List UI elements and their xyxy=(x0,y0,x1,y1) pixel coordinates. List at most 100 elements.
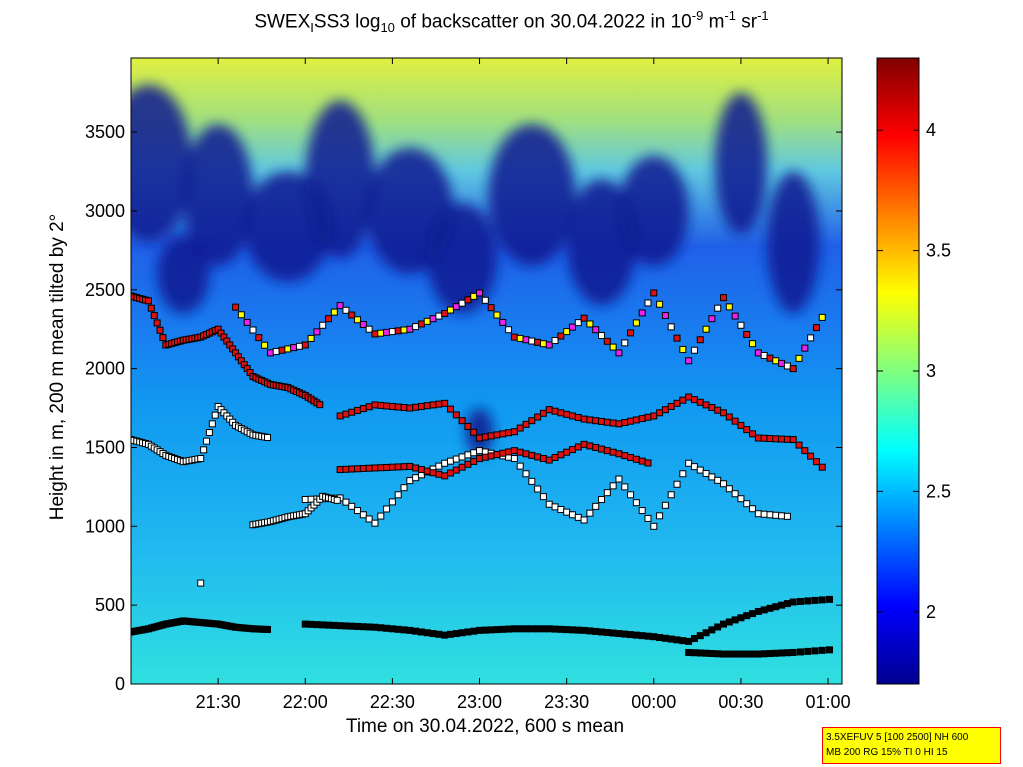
layer-marker xyxy=(406,404,414,412)
layer-marker xyxy=(731,312,739,320)
layer-marker xyxy=(801,447,809,455)
chart-title: SWEXISS3 log10 of backscatter on 30.04.2… xyxy=(254,8,769,36)
layer-marker xyxy=(516,424,524,432)
heatmap-patch xyxy=(465,408,494,456)
x-tick-label: 00:30 xyxy=(718,692,763,712)
layer-marker xyxy=(592,627,600,635)
layer-marker xyxy=(580,516,588,524)
layer-marker xyxy=(435,630,443,638)
layer-marker xyxy=(319,321,327,329)
layer-marker xyxy=(516,334,524,342)
layer-marker xyxy=(551,337,559,345)
layer-marker xyxy=(476,447,484,455)
layer-marker xyxy=(534,453,542,461)
layer-marker xyxy=(499,449,507,457)
colorbar xyxy=(876,57,920,685)
layer-marker xyxy=(783,512,791,520)
layer-marker xyxy=(539,625,547,633)
layer-marker xyxy=(295,342,303,350)
layer-marker xyxy=(749,650,757,658)
heatmap-patch xyxy=(131,84,192,243)
layer-marker xyxy=(574,626,582,634)
layer-marker xyxy=(539,340,547,348)
layer-marker xyxy=(470,449,478,457)
layer-marker xyxy=(417,320,425,328)
layer-marker xyxy=(778,649,786,657)
layer-marker xyxy=(720,294,727,302)
layer-marker xyxy=(644,459,652,467)
layer-marker xyxy=(592,417,600,425)
layer-marker xyxy=(476,289,484,297)
layer-marker xyxy=(342,410,350,418)
layer-marker xyxy=(394,327,402,335)
colorbar-tick-label: 4 xyxy=(926,120,936,140)
layer-marker xyxy=(812,324,820,332)
layer-marker xyxy=(505,625,513,633)
layer-marker xyxy=(435,312,443,320)
layer-marker xyxy=(789,648,797,656)
layer-marker xyxy=(796,597,804,605)
x-tick-label: 23:00 xyxy=(457,692,502,712)
layer-marker xyxy=(383,328,391,336)
layer-marker xyxy=(464,628,472,636)
layer-marker xyxy=(150,312,158,320)
layer-marker xyxy=(696,398,704,406)
layer-marker xyxy=(412,474,420,482)
layer-marker xyxy=(632,319,640,327)
layer-marker xyxy=(429,315,437,323)
layer-marker xyxy=(772,649,780,657)
layer-marker xyxy=(388,328,396,336)
layer-marker xyxy=(412,627,420,635)
layer-marker xyxy=(330,308,338,316)
layer-marker xyxy=(394,403,402,411)
layer-marker xyxy=(539,455,547,463)
layer-marker xyxy=(499,318,507,326)
layer-marker xyxy=(685,393,693,401)
layer-marker xyxy=(737,421,745,429)
layer-marker xyxy=(342,622,350,630)
layer-marker xyxy=(383,463,391,471)
layer-marker xyxy=(789,598,797,606)
layer-marker xyxy=(211,411,219,419)
layer-marker xyxy=(609,629,617,637)
layer-marker xyxy=(325,621,332,629)
layer-marker xyxy=(708,473,716,481)
layer-marker xyxy=(452,630,460,638)
layer-marker xyxy=(441,399,449,407)
layer-marker xyxy=(316,401,324,409)
layer-marker xyxy=(423,629,431,637)
layer-marker xyxy=(452,455,460,463)
layer-marker xyxy=(586,320,594,328)
layer-marker xyxy=(783,600,791,608)
layer-marker xyxy=(714,304,722,312)
layer-marker xyxy=(638,457,646,465)
layer-marker xyxy=(592,326,600,334)
layer-marker xyxy=(365,464,373,472)
layer-marker xyxy=(435,462,443,470)
layer-marker xyxy=(568,511,576,519)
layer-marker xyxy=(551,625,559,633)
layer-marker xyxy=(557,332,565,340)
layer-marker xyxy=(685,357,693,365)
layer-marker xyxy=(818,313,826,321)
layer-marker xyxy=(563,328,571,336)
layer-marker xyxy=(147,304,155,312)
layer-marker xyxy=(400,463,408,471)
layer-marker xyxy=(650,633,658,641)
layer-marker xyxy=(266,349,274,357)
layer-marker xyxy=(354,316,362,324)
layer-marker xyxy=(714,623,722,631)
layer-marker xyxy=(690,346,698,354)
layer-marker xyxy=(528,417,536,425)
layer-marker xyxy=(534,413,542,421)
x-tick-label: 00:00 xyxy=(631,692,676,712)
layer-marker xyxy=(708,626,716,634)
layer-marker xyxy=(783,649,791,657)
layer-marker xyxy=(789,436,797,444)
layer-marker xyxy=(563,410,571,418)
layer-marker xyxy=(237,311,245,319)
layer-marker xyxy=(743,500,751,508)
layer-marker xyxy=(656,409,664,417)
layer-marker xyxy=(261,341,269,349)
layer-marker xyxy=(772,357,780,365)
